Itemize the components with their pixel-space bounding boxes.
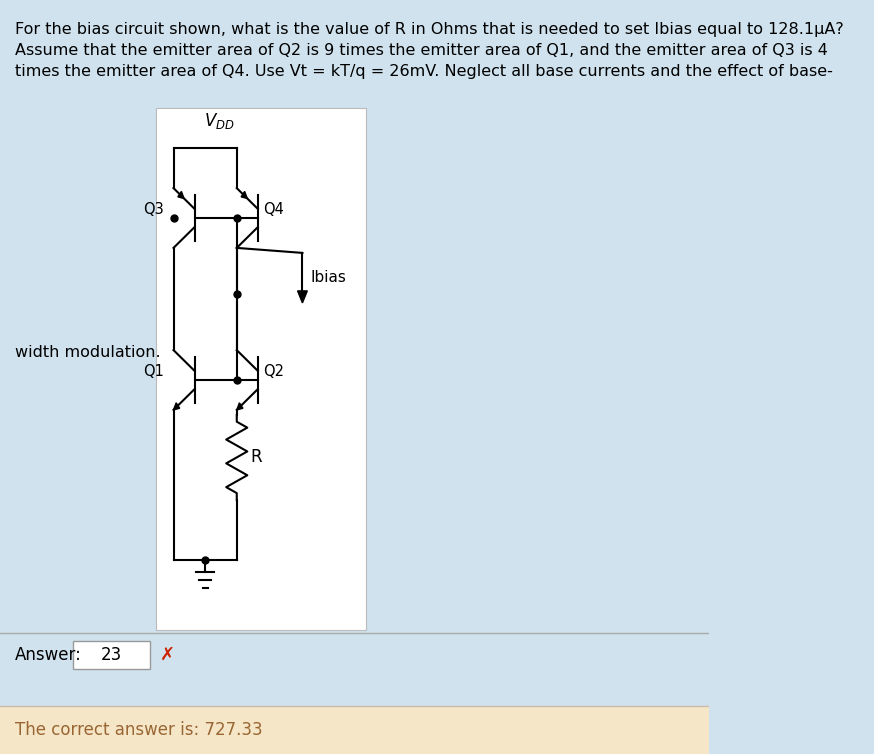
Text: 23: 23: [101, 646, 122, 664]
Text: ✗: ✗: [160, 646, 175, 664]
Bar: [73, 641, 150, 669]
Text: width modulation.: width modulation.: [15, 345, 160, 360]
Text: The correct answer is: 727.33: The correct answer is: 727.33: [15, 721, 262, 739]
Text: $V_{DD}$: $V_{DD}$: [205, 111, 235, 131]
Bar: [156, 108, 365, 630]
Text: R: R: [251, 449, 262, 467]
Polygon shape: [297, 291, 308, 303]
Polygon shape: [237, 403, 243, 410]
Bar: [0, 706, 709, 754]
Text: For the bias circuit shown, what is the value of R in Ohms that is needed to set: For the bias circuit shown, what is the …: [15, 22, 843, 37]
Text: Q3: Q3: [143, 203, 163, 217]
Polygon shape: [177, 192, 184, 198]
Text: Q1: Q1: [143, 364, 163, 379]
Text: Q4: Q4: [263, 203, 283, 217]
Text: Answer:: Answer:: [15, 646, 81, 664]
Text: Q2: Q2: [263, 364, 284, 379]
Polygon shape: [174, 403, 180, 410]
Text: Ibias: Ibias: [310, 271, 346, 286]
Polygon shape: [241, 192, 247, 198]
Text: times the emitter area of Q4. Use Vt = kT/q = 26mV. Neglect all base currents an: times the emitter area of Q4. Use Vt = k…: [15, 64, 832, 79]
Text: Assume that the emitter area of Q2 is 9 times the emitter area of Q1, and the em: Assume that the emitter area of Q2 is 9 …: [15, 43, 828, 58]
